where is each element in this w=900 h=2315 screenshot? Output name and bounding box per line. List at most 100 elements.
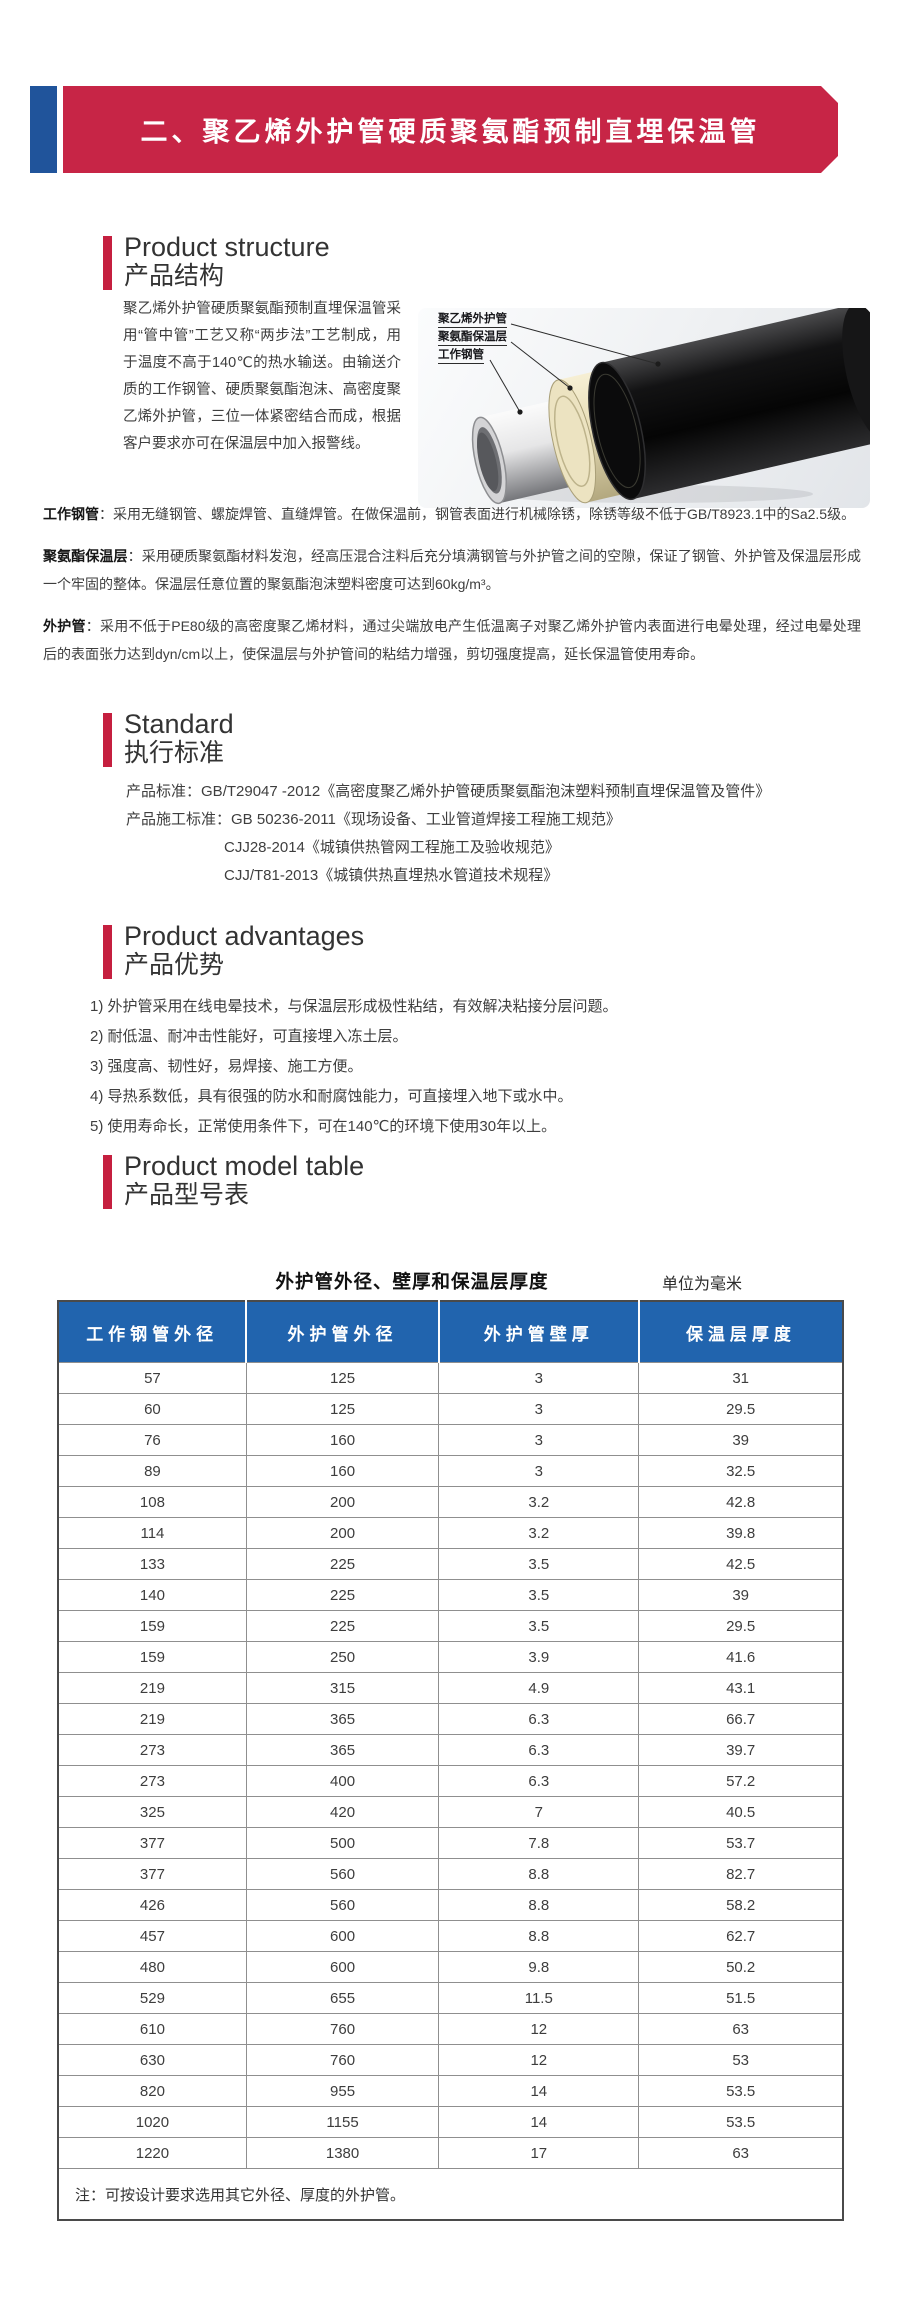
table-footnote-row: 注：可按设计要求选用其它外径、厚度的外护管。 [57, 2168, 844, 2221]
table-cell: 39.7 [638, 1734, 844, 1766]
table-cell: 4.9 [438, 1672, 640, 1704]
table-cell: 7.8 [438, 1827, 640, 1859]
section-bar [103, 236, 112, 290]
table-cell: 655 [245, 1982, 440, 2014]
table-cell: 39 [638, 1579, 844, 1611]
table-cell: 820 [57, 2075, 247, 2107]
table-footnote: 注：可按设计要求选用其它外径、厚度的外护管。 [57, 2168, 844, 2221]
figure-label-insulation: 聚氨酯保温层 [438, 331, 507, 346]
table-row: 426 560 8.8 58.2 [57, 1889, 844, 1921]
table-cell: 365 [245, 1734, 440, 1766]
table-cell: 3.2 [438, 1517, 640, 1549]
table-cell: 529 [57, 1982, 247, 2014]
table-row: 377 560 8.8 82.7 [57, 1858, 844, 1890]
table-cell: 43.1 [638, 1672, 844, 1704]
section-title-zh: 产品优势 [124, 951, 225, 979]
leader-lines [489, 323, 659, 413]
advantage-item: 5) 使用寿命长，正常使用条件下，可在140℃的环境下使用30年以上。 [90, 1118, 557, 1135]
table-row: 1020 1155 14 53.5 [57, 2106, 844, 2138]
table-row: 1220 1380 17 63 [57, 2137, 844, 2169]
section-heading-standard: Standard 执行标准 [103, 710, 234, 768]
page-title: 二、聚乙烯外护管硬质聚氨酯预制直埋保温管 [140, 117, 761, 147]
table-cell: 480 [57, 1951, 247, 1983]
table-cell: 3 [438, 1424, 640, 1456]
section-title-zh: 执行标准 [124, 739, 225, 767]
table-cell: 89 [57, 1455, 247, 1487]
table-cell: 160 [245, 1424, 440, 1456]
banner-accent-bar [30, 86, 57, 173]
table-cell: 6.3 [438, 1703, 640, 1735]
table-cell: 600 [245, 1920, 440, 1952]
table-row: 529 655 11.5 51.5 [57, 1982, 844, 2014]
detail-paragraph: 外护管：采用不低于PE80级的高密度聚乙烯材料，通过尖端放电产生低温离子对聚乙烯… [43, 618, 861, 662]
table-cell: 225 [245, 1579, 440, 1611]
table-row: 57 125 3 31 [57, 1362, 844, 1394]
table-cell: 8.8 [438, 1920, 640, 1952]
section-bar [103, 713, 112, 767]
table-cell: 12 [438, 2044, 640, 2076]
table-cell: 760 [245, 2044, 440, 2076]
table-cell: 1220 [57, 2137, 247, 2169]
table-cell: 250 [245, 1641, 440, 1673]
table-cell: 57 [57, 1362, 247, 1394]
table-cell: 3.5 [438, 1579, 640, 1611]
table-cell: 160 [245, 1455, 440, 1487]
structure-paragraph: 聚乙烯外护管硬质聚氨酯预制直埋保温管采用“管中管”工艺又称“两步法”工艺制成，用… [123, 301, 401, 452]
table-cell: 62.7 [638, 1920, 844, 1952]
table-cell: 400 [245, 1765, 440, 1797]
table-cell: 53.5 [638, 2075, 844, 2107]
advantage-item: 2) 耐低温、耐冲击性能好，可直接埋入冻土层。 [90, 1028, 408, 1045]
table-cell: 365 [245, 1703, 440, 1735]
table-cell: 273 [57, 1765, 247, 1797]
table-cell: 457 [57, 1920, 247, 1952]
table-cell: 39.8 [638, 1517, 844, 1549]
table-cell: 125 [245, 1362, 440, 1394]
table-cell: 42.8 [638, 1486, 844, 1518]
table-row: 133 225 3.5 42.5 [57, 1548, 844, 1580]
table-row: 377 500 7.8 53.7 [57, 1827, 844, 1859]
table-row: 219 365 6.3 66.7 [57, 1703, 844, 1735]
table-cell: 955 [245, 2075, 440, 2107]
table-cell: 29.5 [638, 1610, 844, 1642]
table-cell: 8.8 [438, 1858, 640, 1890]
table-cell: 3 [438, 1362, 640, 1394]
table-cell: 140 [57, 1579, 247, 1611]
table-row: 159 225 3.5 29.5 [57, 1610, 844, 1642]
table-header-casing-wall: 外护管壁厚 [437, 1301, 639, 1363]
standard-item: 产品施工标准：GB 50236-2011《现场设备、工业管道焊接工程施工规范》 [126, 811, 621, 828]
table-header-steel-od: 工作钢管外径 [58, 1301, 247, 1363]
table-cell: 6.3 [438, 1765, 640, 1797]
table-cell: 1155 [245, 2106, 440, 2138]
table-row: 159 250 3.9 41.6 [57, 1641, 844, 1673]
section-title-zh: 产品型号表 [124, 1181, 250, 1209]
table-cell: 1380 [245, 2137, 440, 2169]
table-row: 89 160 3 32.5 [57, 1455, 844, 1487]
standard-item: CJJ28-2014《城镇供热管网工程施工及验收规范》 [224, 839, 560, 856]
table-cell: 14 [438, 2106, 640, 2138]
advantage-item: 4) 导热系数低，具有很强的防水和耐腐蚀能力，可直接埋入地下或水中。 [90, 1088, 573, 1105]
table-cell: 40.5 [638, 1796, 844, 1828]
table-cell: 50.2 [638, 1951, 844, 1983]
table-cell: 325 [57, 1796, 247, 1828]
table-cell: 133 [57, 1548, 247, 1580]
table-row: 480 600 9.8 50.2 [57, 1951, 844, 1983]
table-row: 273 365 6.3 39.7 [57, 1734, 844, 1766]
table-cell: 8.8 [438, 1889, 640, 1921]
table-cell: 560 [245, 1889, 440, 1921]
table-header-row: 工作钢管外径 外护管外径 外护管壁厚 保温层厚度 [58, 1301, 843, 1363]
table-cell: 225 [245, 1610, 440, 1642]
figure-label-steel-pipe: 工作钢管 [438, 349, 484, 364]
section-bar [103, 1155, 112, 1209]
table-row: 76 160 3 39 [57, 1424, 844, 1456]
table-cell: 60 [57, 1393, 247, 1425]
table-cell: 3.2 [438, 1486, 640, 1518]
table-caption-row: 外护管外径、壁厚和保温层厚度 单位为毫米 [57, 1268, 844, 1294]
table-row: 820 955 14 53.5 [57, 2075, 844, 2107]
table-cell: 31 [638, 1362, 844, 1394]
table-row: 325 420 7 40.5 [57, 1796, 844, 1828]
page-banner: 二、聚乙烯外护管硬质聚氨酯预制直埋保温管 [63, 86, 838, 173]
table-header-casing-od: 外护管外径 [245, 1301, 439, 1363]
detail-paragraphs: 工作钢管：采用无缝钢管、螺旋焊管、直缝焊管。在做保温前，钢管表面进行机械除锈，除… [43, 500, 861, 682]
section-heading-model-table: Product model table 产品型号表 [103, 1152, 364, 1210]
table-cell: 377 [57, 1858, 247, 1890]
